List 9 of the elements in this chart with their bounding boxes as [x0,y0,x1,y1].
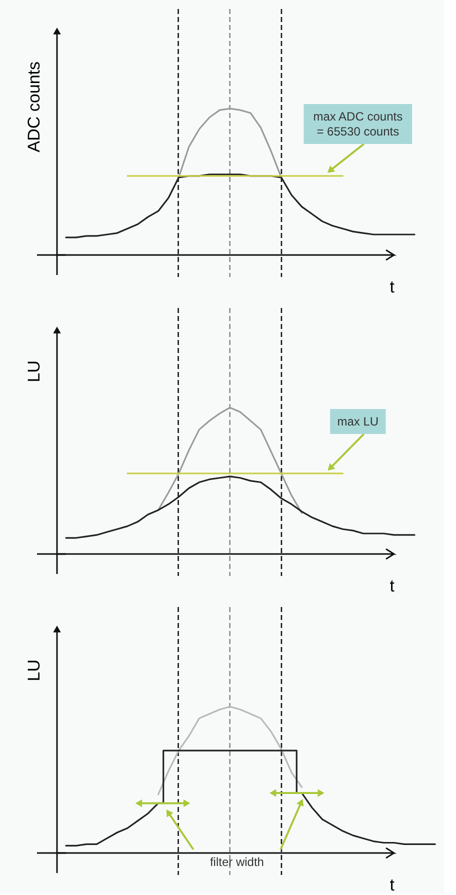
y-axis-title: LU [24,360,44,382]
x-axis-title: t [390,576,395,596]
annotation: max LU [337,414,379,428]
annotation: max ADC counts = 65530 counts [313,109,403,138]
x-axis-title: t [390,876,395,894]
y-axis-title: ADC counts [24,62,44,152]
y-axis-title: LU [24,660,44,682]
text: filter width [210,855,264,869]
x-axis-title: t [390,278,395,296]
